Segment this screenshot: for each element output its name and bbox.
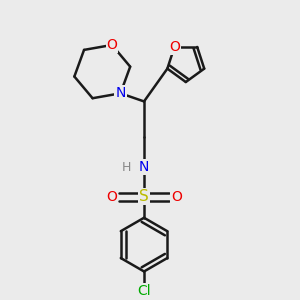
Text: H: H [122,160,131,174]
Text: O: O [169,40,180,54]
Text: Cl: Cl [137,284,151,298]
Text: N: N [139,160,149,174]
Text: O: O [106,38,117,52]
Text: O: O [171,190,182,204]
Text: N: N [115,86,126,100]
Text: O: O [106,190,117,204]
Text: S: S [139,189,149,204]
